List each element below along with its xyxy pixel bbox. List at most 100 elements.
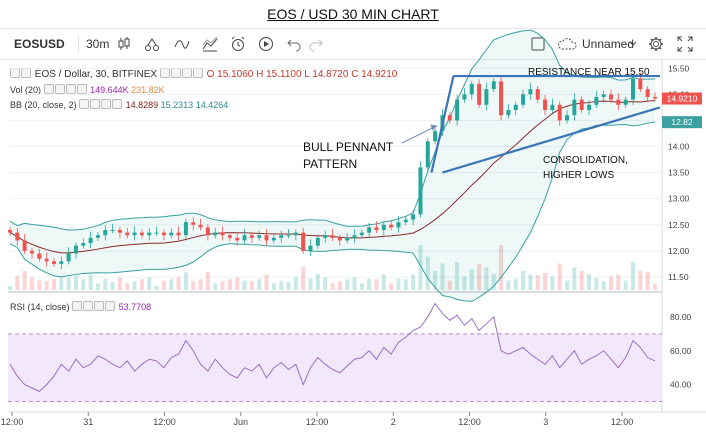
close-icon[interactable]: [101, 99, 112, 109]
consolidation-label-line2: HIGHER LOWS: [543, 170, 614, 181]
volume-bar: [169, 279, 174, 290]
volume-bar: [528, 274, 533, 290]
undo-icon[interactable]: [286, 36, 302, 52]
redo-icon[interactable]: [308, 36, 324, 52]
volume-bar: [191, 281, 196, 290]
pair-label: EOS / Dollar, 30, BITFINEX: [34, 69, 158, 80]
rsi-tick-label: 40.00: [670, 380, 692, 390]
price-tick-label: 13.50: [668, 168, 690, 178]
last-price-tag-label: 14.9210: [667, 94, 698, 104]
more-icon[interactable]: [76, 84, 87, 94]
symbol-search[interactable]: EOSUSD: [14, 37, 65, 51]
volume-bar: [616, 274, 621, 290]
volume-bar: [308, 278, 313, 290]
volume-bar: [433, 271, 438, 290]
time-tick-label: 2: [391, 417, 396, 427]
price-tick-label: 13.00: [668, 194, 690, 204]
candle-body: [469, 83, 474, 95]
candle-body: [139, 232, 144, 236]
fullscreen-frame-icon[interactable]: [530, 36, 546, 52]
chevron-down-icon[interactable]: [628, 36, 638, 52]
fullscreen-icon[interactable]: [677, 36, 693, 52]
rsi-label: RSI (14, close): [10, 302, 70, 312]
price-axis[interactable]: 11.5012.0012.5013.0013.5014.0014.5015.00…: [662, 63, 702, 282]
compare-icon[interactable]: [144, 36, 160, 52]
candle-body: [66, 253, 71, 262]
last-price-tag: [662, 92, 702, 105]
replay-icon[interactable]: [258, 36, 274, 52]
candle-body: [389, 224, 394, 228]
volume-bar: [359, 283, 364, 290]
candle-body: [191, 222, 196, 225]
candle-body: [367, 227, 372, 233]
volume-bar: [139, 279, 144, 290]
volume-bar: [154, 286, 159, 290]
candle-body: [587, 104, 592, 110]
candle-body: [81, 243, 86, 246]
settings-gear-icon[interactable]: [648, 36, 664, 52]
volume-bar: [147, 277, 152, 290]
toolbar-divider: [78, 35, 79, 53]
close-icon[interactable]: [65, 84, 76, 94]
volume-bar: [161, 281, 166, 290]
time-tick-label: Jun: [233, 417, 248, 427]
candle-body: [161, 232, 166, 236]
eye-icon[interactable]: [72, 301, 83, 311]
more-icon[interactable]: [105, 301, 116, 311]
more-icon[interactable]: [112, 99, 123, 109]
candle-body: [95, 235, 100, 238]
candle-body: [73, 245, 78, 254]
time-tick-label: 12:00: [1, 417, 24, 427]
volume-bar: [484, 267, 489, 290]
volume-bar: [8, 286, 12, 290]
eye-icon[interactable]: [43, 84, 54, 94]
candle-body: [59, 261, 64, 264]
candle-body: [521, 94, 526, 105]
candle-body: [323, 235, 328, 238]
rsi-axis[interactable]: 40.00 60.00 80.00: [670, 312, 692, 390]
indicators-icon[interactable]: [174, 36, 190, 52]
volume-bar: [88, 274, 93, 290]
candle-body: [257, 235, 262, 238]
volume-legend: Vol (20) 149.644K 231.82K: [10, 84, 165, 95]
candle-body: [352, 235, 357, 238]
templates-icon[interactable]: [202, 36, 218, 52]
time-tick-label: 3: [543, 417, 548, 427]
candle-body: [594, 96, 599, 105]
interval-selector[interactable]: 30m: [86, 37, 110, 51]
settings-icon[interactable]: [90, 99, 101, 109]
settings-icon[interactable]: [54, 84, 65, 94]
alert-icon[interactable]: [230, 36, 246, 52]
volume-bar: [213, 283, 218, 290]
eye-icon[interactable]: [79, 99, 90, 109]
volume-bar: [315, 273, 320, 290]
volume-bar: [491, 273, 496, 290]
rsi-tick-label: 80.00: [670, 312, 692, 322]
volume-bar: [477, 264, 482, 290]
candle-body: [125, 232, 130, 236]
candle-body: [447, 115, 452, 121]
time-axis[interactable]: 12:00 31 12:00 Jun 12:00 2 12:00 3 12:00: [1, 412, 634, 427]
layout-name[interactable]: Unnamed: [582, 37, 635, 51]
volume-bar: [330, 283, 335, 290]
volume-bar: [601, 281, 606, 290]
candle-body: [374, 227, 379, 230]
resistance-label: RESISTANCE NEAR 15.50: [528, 67, 650, 78]
candle-body: [411, 214, 416, 220]
cloud-icon[interactable]: [556, 36, 578, 52]
volume-bar: [271, 283, 276, 290]
candle-style-icon[interactable]: [116, 36, 132, 52]
callout-arrowhead: [430, 124, 438, 131]
volume-bar: [117, 277, 122, 290]
candle-body: [51, 261, 56, 264]
settings-icon[interactable]: [83, 301, 94, 311]
volume-bar: [264, 274, 269, 290]
volume-bar: [227, 279, 232, 290]
candle-body: [242, 235, 247, 241]
close-icon[interactable]: [94, 301, 105, 311]
volume-bar: [389, 283, 394, 290]
ohlc-legend: EOS / Dollar, 30, BITFINEX O 15.1060 H 1…: [10, 68, 397, 80]
candle-body: [572, 99, 577, 116]
close-value: C 14.9210: [351, 69, 398, 80]
